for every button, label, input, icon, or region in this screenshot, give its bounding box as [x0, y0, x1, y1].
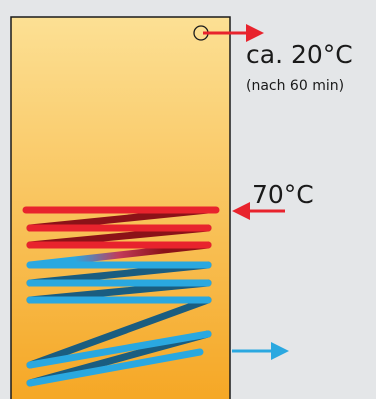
heat-exchanger-coil — [22, 206, 220, 387]
outlet-note-label: (nach 60 min) — [246, 78, 345, 94]
inlet-temperature-label: 70°C — [252, 180, 314, 209]
outlet-temperature-label: ca. 20°C — [246, 40, 353, 69]
